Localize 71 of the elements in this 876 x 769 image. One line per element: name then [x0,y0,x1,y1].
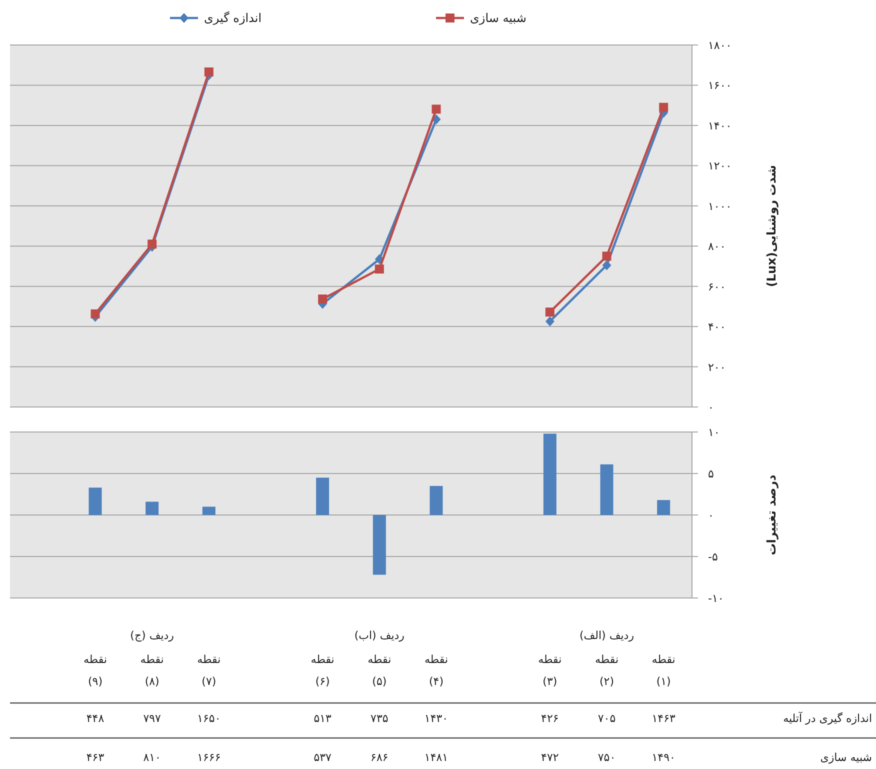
bar [600,464,614,515]
data-label: ۱۶۶۶ [197,751,221,764]
data-label: ۴۲۶ [541,712,559,725]
legend-label: شبیه سازی [470,11,526,25]
x-tick-label: نقطه (۴) [424,653,448,688]
data-label: ۱۴۶۳ [652,712,676,725]
data-label: ۷۰۵ [598,712,616,725]
data-label: ۱۶۵۰ [197,712,221,725]
point [204,67,214,76]
point [659,102,668,112]
bar [88,488,102,515]
x-tick-label: نقطه (۱) [652,653,676,688]
data-label: ۸۱۰ [143,751,161,764]
y-tick-label: ۱۶۰۰ [708,79,732,92]
x-tick-label: نقطه (۵) [368,653,392,688]
y-tick-label: ۶۰۰ [708,280,726,294]
bar [372,515,386,575]
data-label: ۴۴۸ [86,712,104,725]
x-tick-label: نقطه (۶) [310,653,334,688]
text: ردیف (ج) [130,629,174,642]
data-label: ۵۱۳ [314,712,332,725]
data-label: ۶۸۶ [370,751,388,764]
y-tick-label: ۰ [708,509,714,522]
data-label: ۵۳۷ [314,751,332,764]
bar [316,478,330,515]
bar [146,502,159,515]
bar [543,434,556,515]
y-tick-label: -۵ [708,550,718,564]
text: شبیه سازی [820,751,872,764]
y-tick-label: ۸۰۰ [708,240,726,254]
x-tick-label: نقطه (۸) [140,653,164,688]
text: ردیف (اب) [354,629,404,642]
data-label: ۱۴۹۰ [652,751,676,764]
y-tick-label: ۱۰۰۰ [708,200,732,213]
y-tick-label: -۱۰ [708,592,724,605]
data-label: ۷۳۵ [370,712,388,725]
data-label: ۴۷۲ [541,751,559,764]
y-tick-label: ۱۲۰۰ [708,160,732,173]
data-label: ۷۹۷ [143,712,162,725]
point [90,309,100,318]
bar [202,506,216,515]
y-axis-title: شدت روشنایی(Lux) [764,164,778,288]
x-tick-label: نقطه (۷) [197,653,221,688]
point [545,316,554,326]
y-tick-label: ۱۴۰۰ [708,119,732,132]
point [318,294,328,304]
point [602,260,612,270]
x-tick-label: نقطه (۹) [83,653,108,688]
y-tick-label: ۴۰۰ [708,320,726,334]
point [374,264,384,274]
point [148,240,157,249]
bar [657,500,670,515]
y-tick-label: ۱۸۰۰ [708,39,732,52]
text: اندازه گیری در آتلیه [783,711,872,725]
y-axis-title: درصد تغییرات [764,474,778,556]
y-tick-label: ۱۰ [708,426,720,439]
y-tick-label: ۵ [708,468,714,480]
data-label: ۱۴۸۱ [424,751,448,764]
x-tick-label: نقطه (۳) [538,653,562,688]
y-tick-label: ۰ [708,401,714,414]
y-tick-label: ۲۰۰ [708,360,726,374]
bar [430,486,443,515]
point [602,252,612,261]
point [545,308,554,317]
x-tick-label: نقطه (۲) [594,653,619,688]
data-label: ۴۶۳ [86,751,104,764]
point [432,104,441,114]
legend-label: اندازه گیری [204,11,262,25]
text: ردیف (الف) [579,629,634,642]
data-label: ۱۴۳۰ [424,712,448,725]
data-label: ۷۵۰ [598,751,616,764]
